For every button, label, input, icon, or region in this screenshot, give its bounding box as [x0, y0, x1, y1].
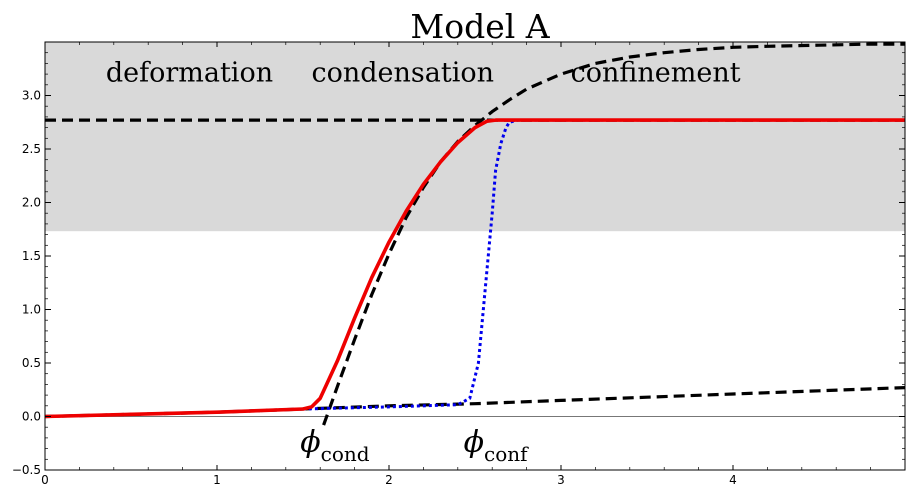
series-line-solid-4: [45, 118, 905, 419]
y-tick-label: 0.0: [22, 410, 41, 424]
region-label: deformation: [106, 58, 273, 89]
ticks-layer: 0 1 2 3 4 −0.5 0.0 0.5 1.0 1.5 2.0 2.5 3.0: [12, 42, 906, 487]
x-tick-label: 3: [557, 473, 565, 487]
chart-title: Model A: [410, 7, 550, 46]
y-tick-label: 2.5: [22, 142, 41, 156]
series-layer: [45, 42, 905, 426]
phi-subscript: conf: [484, 442, 529, 466]
y-tick-label: −0.5: [12, 463, 41, 477]
series-line-dotted-3: [45, 118, 905, 418]
x-tick-label: 4: [729, 473, 737, 487]
region-label: confinement: [571, 58, 741, 89]
x-tick-label: 1: [213, 473, 221, 487]
y-tick-label: 1.0: [22, 303, 41, 317]
x-tick-label: 2: [385, 473, 393, 487]
series-line-dashed-1: [322, 42, 905, 426]
phi-label: ϕconf: [464, 425, 530, 466]
y-tick-label: 0.5: [22, 356, 41, 370]
y-tick-label: 2.0: [22, 196, 41, 210]
region-label: condensation: [312, 58, 495, 89]
y-tick-label: 3.0: [22, 89, 41, 103]
phi-subscript: cond: [321, 442, 370, 466]
y-tick-label: 1.5: [22, 249, 41, 263]
x-tick-label: 0: [41, 473, 49, 487]
shaded-band: [45, 42, 905, 232]
